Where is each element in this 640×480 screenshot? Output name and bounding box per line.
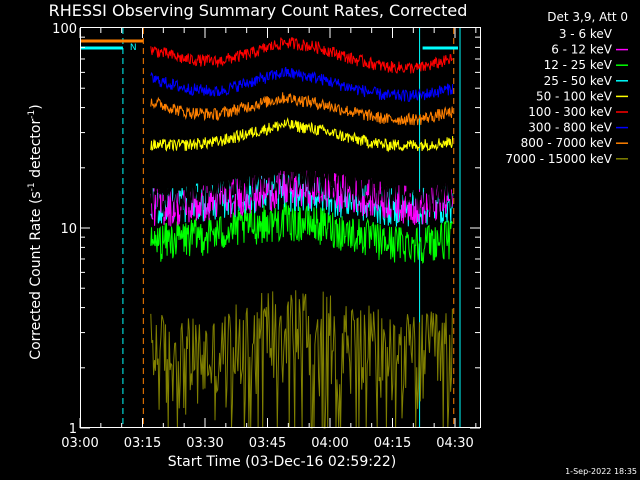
legend-label-0: 3 - 6 keV (559, 27, 613, 41)
marker-layer (122, 28, 461, 428)
series-line-0 (150, 159, 454, 219)
legend-label-4: 50 - 100 keV (536, 89, 613, 103)
x-tick-label-6: 04:30 (436, 436, 473, 451)
footer-timestamp: 1-Sep-2022 18:35 (565, 467, 637, 476)
series-line-5 (150, 36, 454, 74)
legend-label-6: 300 - 800 keV (528, 121, 612, 135)
legend-label-2: 12 - 25 keV (544, 58, 613, 72)
legend-label-3: 25 - 50 keV (544, 74, 613, 88)
x-tick-label-0: 03:00 (61, 436, 98, 451)
x-tick-label-5: 04:15 (374, 436, 411, 451)
series-line-2 (150, 202, 454, 264)
chart-title: RHESSI Observing Summary Count Rates, Co… (49, 1, 468, 20)
series-line-8 (150, 290, 453, 429)
axis-layer: 1 10 100 03:00 03:15 03:30 03:45 04:00 04:15 04:3… (52, 22, 480, 451)
y-tick-label-1: 10 (60, 222, 77, 237)
y-tick-label-0: 1 (69, 422, 77, 437)
x-tick-label-1: 03:15 (124, 436, 161, 451)
plot-frame (80, 27, 481, 428)
series-line-4 (150, 117, 454, 153)
x-tick-label-4: 04:00 (311, 436, 348, 451)
plot-area: N (80, 28, 461, 429)
x-tick-label-3: 03:45 (249, 436, 286, 451)
legend-label-5: 100 - 300 keV (528, 105, 612, 119)
night-bar-layer: N (80, 39, 458, 53)
series-line-6 (150, 66, 454, 102)
y-tick-label-2: 100 (52, 22, 77, 37)
y-axis-label: Corrected Count Rate (s-1 detector-1) (27, 104, 44, 359)
night-label: N (130, 43, 137, 53)
series-line-7 (150, 92, 454, 126)
legend-title: Det 3,9, Att 0 (547, 10, 628, 24)
legend-label-1: 6 - 12 keV (551, 43, 613, 57)
series-layer (150, 36, 454, 429)
x-tick-label-2: 03:30 (186, 436, 223, 451)
legend-label-8: 7000 - 15000 keV (505, 152, 612, 166)
legend-label-7: 800 - 7000 keV (521, 136, 613, 150)
series-line-1 (150, 169, 454, 227)
x-axis-label: Start Time (03-Dec-16 02:59:22) (168, 454, 396, 470)
